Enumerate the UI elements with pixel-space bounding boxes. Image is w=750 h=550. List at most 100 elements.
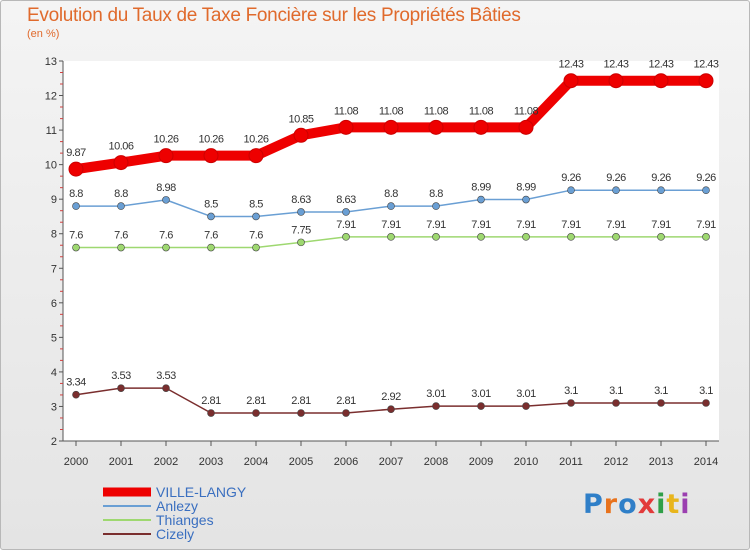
data-point [297, 238, 305, 247]
logo-letter: i [680, 489, 691, 520]
data-label: 12.43 [648, 59, 673, 71]
logo-letter: r [603, 489, 619, 520]
data-point [293, 127, 309, 143]
data-label: 3.53 [111, 370, 131, 382]
legend-label: VILLE-LANGY [156, 484, 247, 500]
logo-letter: o [618, 489, 638, 520]
data-point [522, 195, 530, 204]
x-tick-label: 2002 [154, 456, 178, 468]
data-point [297, 409, 305, 417]
x-tick-label: 2003 [199, 456, 223, 468]
data-label: 9.26 [651, 172, 671, 184]
data-point [252, 212, 260, 221]
data-label: 11.08 [379, 105, 404, 117]
data-label: 7.91 [696, 219, 716, 231]
x-tick-label: 2005 [289, 456, 313, 468]
data-point [252, 409, 260, 417]
y-tick-label: 10 [45, 160, 57, 172]
data-label: 7.91 [606, 219, 626, 231]
chart-title: Evolution du Taux de Taxe Foncière sur l… [27, 5, 521, 26]
data-label: 3.1 [609, 385, 623, 397]
data-label: 9.26 [696, 172, 716, 184]
logo-letter: i [656, 489, 667, 520]
y-tick-label: 7 [51, 263, 57, 275]
data-label: 8.5 [204, 198, 218, 210]
data-point [342, 208, 350, 216]
data-label: 7.91 [516, 219, 536, 231]
data-point [612, 399, 620, 407]
data-point [383, 119, 399, 135]
data-point [477, 402, 485, 410]
data-label: 7.91 [561, 219, 581, 231]
data-label: 7.6 [159, 230, 173, 242]
data-label: 12.43 [558, 59, 583, 71]
data-label: 3.53 [156, 370, 176, 382]
data-point [297, 208, 305, 216]
data-label: 11.08 [514, 105, 539, 117]
data-point [68, 161, 84, 177]
data-point [162, 243, 170, 252]
data-label: 10.26 [243, 134, 268, 146]
y-tick-label: 8 [51, 229, 57, 241]
y-tick-label: 9 [51, 194, 57, 206]
x-tick-label: 2007 [379, 456, 403, 468]
data-point [248, 148, 264, 164]
data-label: 3.1 [654, 385, 668, 397]
data-point [657, 399, 665, 407]
logo-letter: P [583, 489, 604, 520]
data-point [432, 402, 440, 410]
data-point [162, 384, 170, 392]
x-tick-label: 2006 [334, 456, 358, 468]
logo-letter: x [637, 489, 657, 520]
y-tick-label: 12 [45, 91, 57, 103]
data-point [117, 202, 125, 210]
data-label: 8.98 [156, 182, 176, 194]
y-tick-label: 2 [51, 436, 57, 448]
data-point [387, 202, 395, 210]
data-point [567, 399, 575, 407]
data-point [72, 390, 80, 399]
data-point [207, 243, 215, 252]
data-point [117, 384, 125, 392]
y-tick-label: 11 [46, 125, 57, 137]
x-tick-label: 2004 [244, 456, 268, 468]
data-point [522, 233, 530, 241]
data-label: 8.63 [291, 194, 311, 206]
proxiti-logo: Proxiti [583, 489, 691, 520]
data-point [207, 409, 215, 417]
data-point [657, 186, 665, 194]
data-point [432, 233, 440, 241]
data-label: 2.81 [291, 395, 311, 407]
data-point [117, 243, 125, 252]
data-point [72, 243, 80, 252]
data-label: 9.26 [606, 172, 626, 184]
data-point [702, 186, 710, 194]
data-point [432, 202, 440, 210]
data-label: 3.1 [564, 385, 578, 397]
data-point [702, 399, 710, 407]
data-label: 8.63 [336, 194, 356, 206]
data-point [702, 233, 710, 241]
data-point [612, 186, 620, 194]
data-point [698, 73, 714, 89]
data-label: 3.01 [426, 388, 446, 400]
data-point [428, 119, 444, 135]
data-point [387, 233, 395, 241]
data-point [612, 233, 620, 241]
data-label: 3.01 [516, 388, 536, 400]
y-tick-label: 3 [51, 401, 57, 413]
data-label: 8.99 [471, 182, 491, 194]
data-label: 8.8 [384, 188, 398, 200]
data-label: 12.43 [693, 59, 718, 71]
data-point [342, 233, 350, 241]
x-tick-label: 2012 [604, 456, 628, 468]
data-label: 7.6 [114, 230, 128, 242]
data-point [563, 73, 579, 89]
data-point [653, 73, 669, 89]
y-tick-label: 13 [45, 56, 57, 68]
data-label: 7.91 [651, 219, 671, 231]
legend-label: Cizely [156, 526, 194, 542]
x-tick-label: 2000 [64, 456, 88, 468]
